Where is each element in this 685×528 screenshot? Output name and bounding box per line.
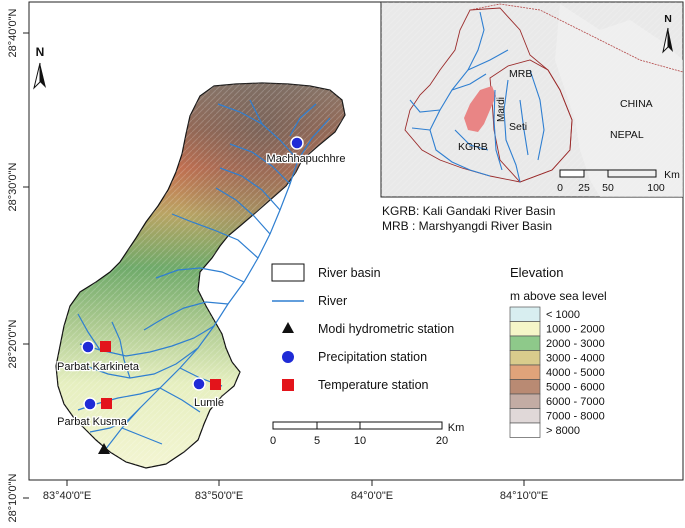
inset-label-mardi: Mardi — [496, 97, 507, 122]
elevation-class-label: 5000 - 6000 — [546, 382, 605, 394]
inset-north-label: N — [664, 13, 672, 25]
inset-scale-tick: 25 — [578, 182, 590, 194]
precipitation-station-marker — [81, 340, 95, 354]
abbreviation-kgrb: KGRB: Kali Gandaki River Basin — [382, 204, 555, 218]
elevation-class-label: 1000 - 2000 — [546, 324, 605, 336]
elevation-swatch — [509, 393, 541, 409]
scale-tick-label: 5 — [314, 435, 320, 447]
elevation-class-label: 3000 - 4000 — [546, 353, 605, 365]
elevation-swatch — [509, 422, 541, 438]
legend-label: Precipitation station — [318, 350, 427, 364]
modi-hydrometric-station-marker — [98, 443, 110, 454]
scale-bar: 0 5 10 20 Km — [270, 421, 465, 447]
legend-label: River — [318, 294, 347, 308]
x-tick-label: 83°50'0"E — [195, 490, 243, 502]
map-frame — [28, 1, 684, 481]
abbreviation-mrb: MRB : Marshyangdi River Basin — [382, 219, 552, 233]
station-label: Machhapuchhre — [267, 153, 346, 165]
scale-tick-label: 10 — [354, 435, 366, 447]
legend-basin-swatch — [271, 263, 305, 282]
inset-modi-basin — [464, 86, 496, 132]
scale-tick-label: 20 — [436, 435, 448, 447]
inset-north-arrow-icon — [662, 27, 673, 54]
elevation-legend: Elevation m above sea level < 1000 1000 -… — [509, 265, 607, 438]
x-tick-label: 83°40'0"E — [43, 490, 91, 502]
precipitation-station-marker — [83, 397, 97, 411]
station-parbat-karkineta: Parbat Karkineta — [56, 340, 141, 374]
station-label: Parbat Kusma — [57, 416, 128, 428]
legend-label: Temperature station — [318, 378, 429, 392]
station-lumle: Lumle — [192, 377, 225, 410]
axis-tick-marks — [23, 32, 525, 499]
inset-scale-unit: Km — [664, 169, 680, 181]
y-tick-label: 28°10'0"N — [7, 473, 19, 522]
elevation-swatch — [509, 379, 541, 395]
elevation-legend-subtitle: m above sea level — [510, 289, 607, 303]
inset-map: MRB Mardi Seti KGRB CHINA NEPAL N 0 25 5… — [380, 1, 684, 198]
station-parbat-kusma: Parbat Kusma — [56, 397, 129, 429]
river-network — [77, 99, 331, 451]
legend-triangle-icon — [282, 322, 294, 333]
elevation-swatch — [509, 408, 541, 424]
symbol-legend: River basin River Modi hydrometric stati… — [271, 263, 454, 392]
inset-label-nepal: NEPAL — [610, 129, 644, 141]
precipitation-station-marker — [290, 136, 304, 150]
scale-tick-label: 0 — [270, 435, 276, 447]
legend-label: Modi hydrometric station — [318, 322, 454, 336]
elevation-class-label: < 1000 — [546, 309, 580, 321]
inset-scale-tick: 100 — [647, 182, 665, 194]
elevation-class-label: 2000 - 3000 — [546, 338, 605, 350]
elevation-swatch — [509, 335, 541, 351]
elevation-swatch — [509, 321, 541, 337]
elevation-swatch — [509, 306, 541, 322]
inset-scale-tick: 50 — [602, 182, 614, 194]
legend-square-icon — [282, 379, 294, 391]
precipitation-station-marker — [192, 377, 206, 391]
elevation-legend-title: Elevation — [510, 265, 563, 280]
station-label: Parbat Karkineta — [57, 361, 140, 373]
elevation-class-label: > 8000 — [546, 425, 580, 437]
inset-label-kgrb: KGRB — [458, 141, 488, 153]
elevation-swatch — [509, 350, 541, 366]
inset-label-china: CHINA — [620, 98, 653, 110]
legend-circle-icon — [282, 351, 294, 363]
elevation-class-label: 7000 - 8000 — [546, 411, 605, 423]
inset-label-mrb: MRB — [509, 68, 532, 80]
elevation-class-label: 6000 - 7000 — [546, 396, 605, 408]
north-arrow-label: N — [36, 45, 45, 59]
temperature-station-marker — [210, 379, 221, 390]
inset-scale-tick: 0 — [557, 182, 563, 194]
scale-unit: Km — [448, 422, 465, 434]
x-tick-label: 84°0'0"E — [351, 490, 393, 502]
inset-label-seti: Seti — [509, 121, 527, 133]
legend-label: River basin — [318, 266, 381, 280]
temperature-station-marker — [101, 398, 112, 409]
x-tick-label: 84°10'0"E — [500, 490, 548, 502]
elevation-class-label: 4000 - 5000 — [546, 367, 605, 379]
y-tick-label: 28°20'0"N — [7, 319, 19, 368]
y-tick-label: 28°40'0"N — [7, 8, 19, 57]
north-arrow-icon — [33, 62, 46, 90]
station-machhapuchhre: Machhapuchhre — [265, 136, 347, 166]
temperature-station-marker — [100, 341, 111, 352]
elevation-swatch — [509, 364, 541, 380]
y-tick-label: 28°30'0"N — [7, 162, 19, 211]
station-label: Lumle — [194, 397, 224, 409]
